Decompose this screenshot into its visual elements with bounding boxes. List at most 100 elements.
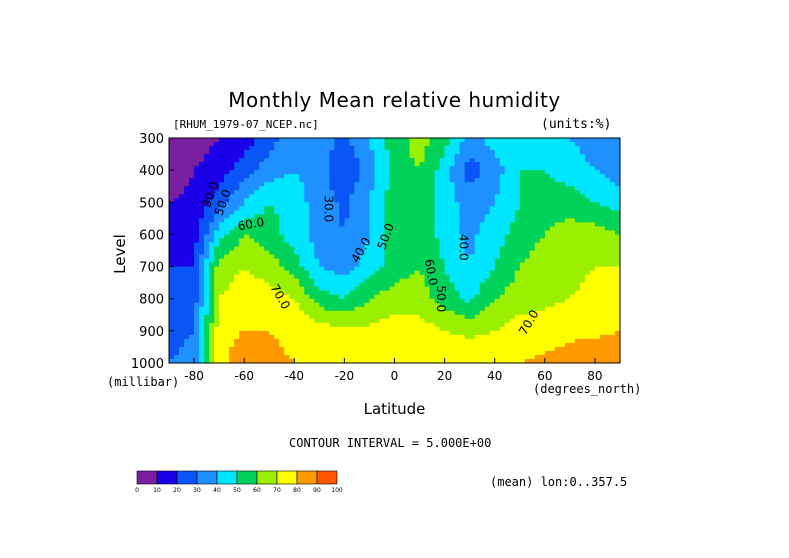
heatmap-cell bbox=[399, 166, 405, 171]
heatmap-cell bbox=[289, 274, 295, 280]
heatmap-cell bbox=[369, 182, 375, 187]
heatmap-cell bbox=[449, 170, 456, 175]
heatmap-cell bbox=[384, 254, 390, 259]
heatmap-cell bbox=[254, 214, 260, 219]
heatmap-cell bbox=[319, 262, 325, 267]
heatmap-cell bbox=[529, 142, 536, 147]
heatmap-cell bbox=[594, 222, 601, 227]
heatmap-cell bbox=[364, 190, 370, 195]
heatmap-cell bbox=[489, 266, 496, 271]
heatmap-cell bbox=[459, 158, 466, 163]
heatmap-cell bbox=[209, 278, 215, 284]
heatmap-cell bbox=[214, 298, 220, 304]
heatmap-cell bbox=[304, 194, 310, 199]
heatmap-cell bbox=[414, 254, 420, 259]
heatmap-cell bbox=[199, 278, 205, 284]
heatmap-cell bbox=[519, 302, 526, 308]
heatmap-cell bbox=[339, 258, 345, 263]
heatmap-cell bbox=[329, 222, 335, 227]
heatmap-cell bbox=[499, 206, 506, 211]
heatmap-cell bbox=[449, 274, 456, 280]
heatmap-cell bbox=[534, 190, 541, 195]
heatmap-cell bbox=[274, 146, 280, 151]
heatmap-cell bbox=[534, 230, 541, 235]
heatmap-cell bbox=[249, 306, 255, 312]
heatmap-cell bbox=[479, 326, 486, 332]
heatmap-cell bbox=[599, 174, 606, 179]
heatmap-cell bbox=[554, 286, 561, 292]
heatmap-cell bbox=[429, 262, 435, 267]
heatmap-cell bbox=[359, 294, 365, 300]
heatmap-cell bbox=[224, 290, 230, 296]
heatmap-cell bbox=[474, 354, 481, 360]
heatmap-cell bbox=[234, 202, 240, 207]
heatmap-cell bbox=[484, 346, 491, 352]
heatmap-cell bbox=[169, 334, 175, 340]
heatmap-cell bbox=[559, 214, 566, 219]
heatmap-cell bbox=[194, 214, 200, 219]
heatmap-cell bbox=[559, 194, 566, 199]
heatmap-cell bbox=[524, 326, 531, 332]
heatmap-cell bbox=[334, 182, 340, 187]
heatmap-cell bbox=[474, 274, 481, 280]
heatmap-cell bbox=[234, 238, 240, 243]
heatmap-cell bbox=[314, 302, 320, 308]
heatmap-cell bbox=[439, 154, 446, 159]
heatmap-cell bbox=[489, 302, 496, 308]
heatmap-cell bbox=[589, 270, 596, 276]
heatmap-cell bbox=[244, 318, 250, 324]
heatmap-cell bbox=[584, 150, 591, 155]
heatmap-cell bbox=[279, 182, 285, 187]
heatmap-cell bbox=[179, 330, 185, 336]
heatmap-cell bbox=[454, 166, 461, 171]
heatmap-cell bbox=[604, 338, 611, 344]
heatmap-cell bbox=[599, 274, 606, 280]
heatmap-cell bbox=[199, 178, 205, 183]
heatmap-cell bbox=[534, 326, 541, 332]
heatmap-cell bbox=[539, 318, 546, 324]
heatmap-cell bbox=[269, 226, 275, 231]
heatmap-cell bbox=[444, 310, 451, 316]
heatmap-cell bbox=[409, 318, 415, 324]
heatmap-cell bbox=[169, 202, 175, 207]
heatmap-cell bbox=[169, 266, 175, 271]
heatmap-cell bbox=[614, 250, 621, 255]
heatmap-cell bbox=[334, 350, 340, 356]
heatmap-cell bbox=[614, 254, 621, 259]
heatmap-cell bbox=[364, 354, 370, 360]
heatmap-cell bbox=[269, 258, 275, 263]
heatmap-cell bbox=[609, 278, 616, 284]
heatmap-cell bbox=[529, 242, 536, 247]
heatmap-cell bbox=[189, 302, 195, 308]
heatmap-cell bbox=[259, 302, 265, 308]
heatmap-cell bbox=[449, 310, 456, 316]
heatmap-cell bbox=[284, 258, 290, 263]
heatmap-cell bbox=[429, 150, 435, 155]
heatmap-cell bbox=[344, 194, 350, 199]
heatmap-cell bbox=[549, 158, 556, 163]
heatmap-cell bbox=[229, 142, 235, 147]
heatmap-cell bbox=[224, 286, 230, 292]
heatmap-cell bbox=[384, 214, 390, 219]
heatmap-cell bbox=[209, 238, 215, 243]
heatmap-cell bbox=[344, 154, 350, 159]
heatmap-cell bbox=[489, 202, 496, 207]
heatmap-cell bbox=[569, 238, 576, 243]
heatmap-cell bbox=[309, 318, 315, 324]
heatmap-cell bbox=[229, 162, 235, 167]
heatmap-cell bbox=[214, 198, 220, 203]
heatmap-cell bbox=[559, 334, 566, 340]
heatmap-cell bbox=[509, 334, 516, 340]
heatmap-cell bbox=[499, 342, 506, 348]
heatmap-cell bbox=[379, 254, 385, 259]
heatmap-cell bbox=[414, 330, 420, 336]
heatmap-cell bbox=[354, 250, 360, 255]
heatmap-cell bbox=[259, 330, 265, 336]
heatmap-cell bbox=[434, 154, 440, 159]
heatmap-cell bbox=[469, 222, 476, 227]
heatmap-cell bbox=[494, 142, 501, 147]
heatmap-cell bbox=[399, 238, 405, 243]
heatmap-cell bbox=[464, 298, 471, 304]
heatmap-cell bbox=[429, 274, 435, 280]
heatmap-cell bbox=[609, 178, 616, 183]
